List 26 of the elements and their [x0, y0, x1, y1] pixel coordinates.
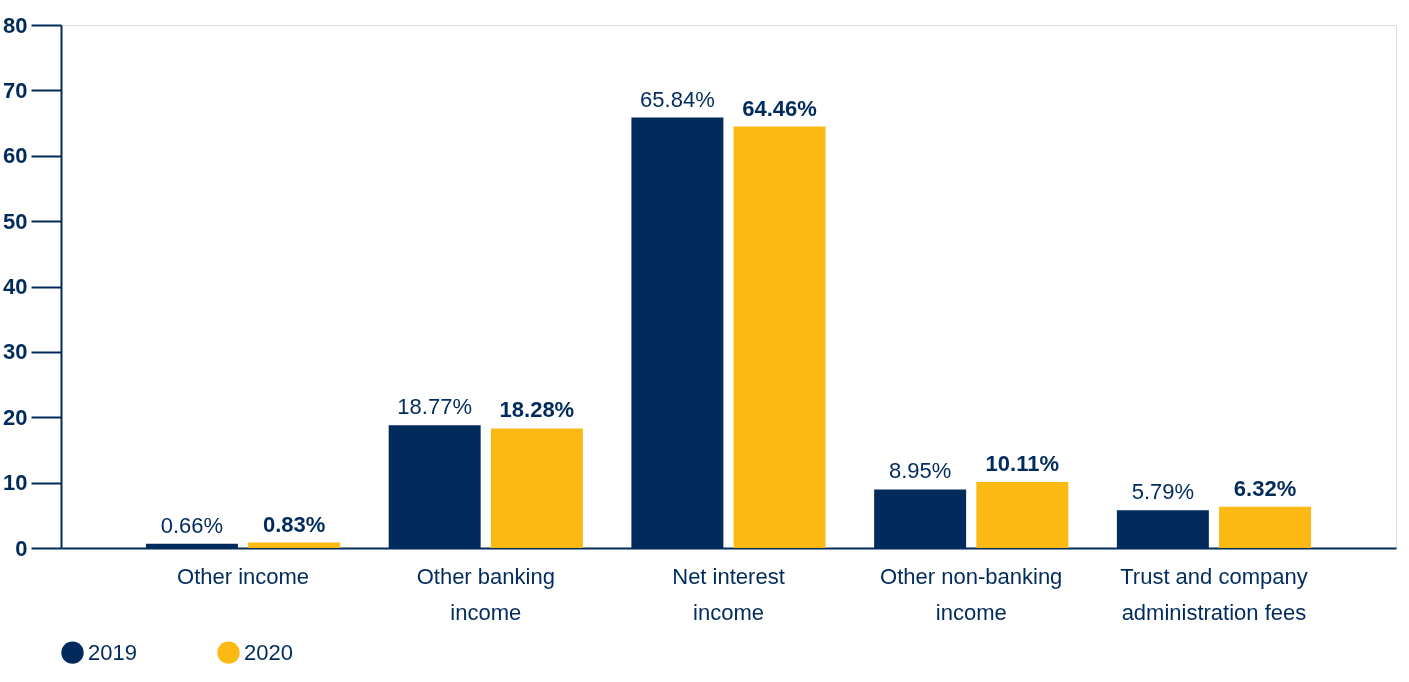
data-label: 5.79%: [1131, 479, 1195, 505]
y-tick-label: 20: [3, 404, 28, 430]
y-tick-label: 70: [3, 77, 28, 103]
data-label: 10.11%: [985, 450, 1060, 476]
data-label: 0.66%: [160, 512, 224, 538]
data-label: 18.28%: [499, 397, 575, 423]
legend-label: 2020: [244, 639, 293, 665]
y-tick-label: 80: [3, 12, 28, 38]
data-label: 6.32%: [1233, 475, 1297, 501]
y-tick-label: 60: [3, 143, 28, 169]
y-tick-label: 30: [3, 339, 28, 365]
x-tick-label: Trust and company administration fees: [1120, 563, 1308, 625]
x-tick-label: Other banking income: [416, 563, 555, 625]
data-label: 64.46%: [742, 95, 817, 121]
y-tick-label: 50: [3, 208, 28, 234]
x-tick-label: Net interest income: [672, 563, 785, 625]
x-tick-label: Other income: [177, 563, 310, 589]
y-tick-label: 40: [3, 274, 28, 299]
data-label: 0.83%: [262, 511, 326, 537]
y-tick-label: 10: [3, 470, 28, 496]
data-label: 18.77%: [397, 394, 472, 420]
data-label: 8.95%: [888, 458, 952, 484]
y-tick-label: 0: [15, 535, 28, 561]
legend-label: 2019: [88, 639, 137, 665]
data-label: 65.84%: [640, 86, 715, 112]
x-tick-label: Other non-banking income: [880, 563, 1063, 625]
